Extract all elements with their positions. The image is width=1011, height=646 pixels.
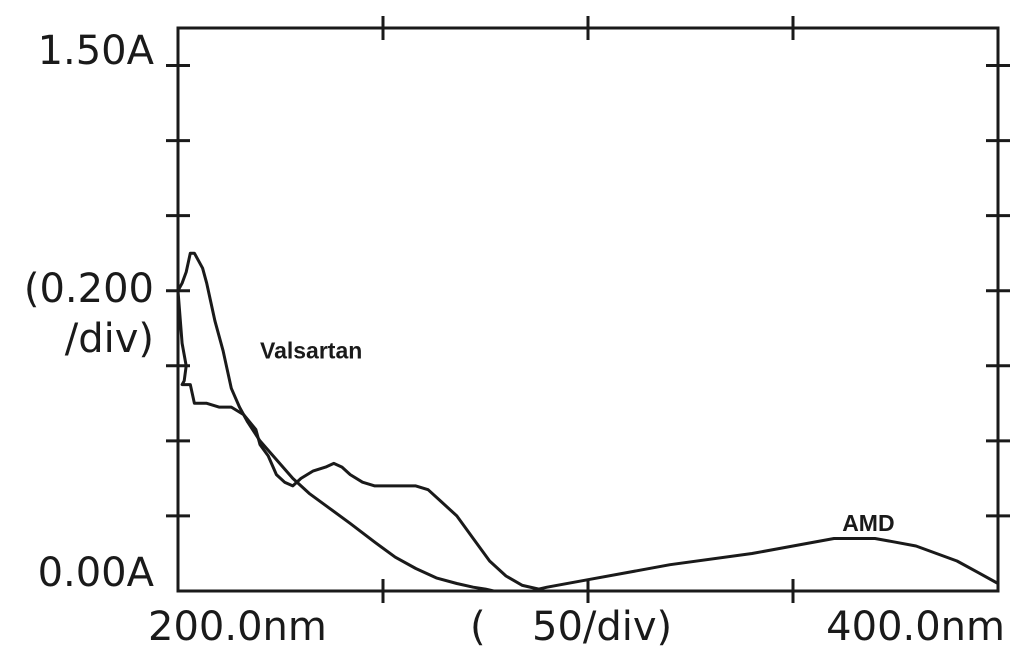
series-label-valsartan: Valsartan: [260, 337, 362, 363]
x-right-label: 400.0nm: [826, 604, 1005, 646]
x-left-label: 200.0nm: [148, 604, 327, 646]
x-scale-paren: (: [470, 604, 486, 646]
series-line-amd: [176, 289, 1000, 591]
spectrum-curves: [176, 251, 1000, 593]
y-bottom-label: 0.00A: [38, 550, 155, 596]
series-label-amd: AMD: [842, 510, 894, 536]
y-scale-label-line1: (0.200: [24, 266, 154, 312]
x-scale-label: 50/div): [532, 604, 672, 646]
y-top-label: 1.50A: [38, 28, 155, 74]
plot-frame: [176, 26, 1000, 593]
y-scale-label-line2: /div): [65, 316, 154, 362]
series-line-valsartan: [176, 251, 496, 593]
